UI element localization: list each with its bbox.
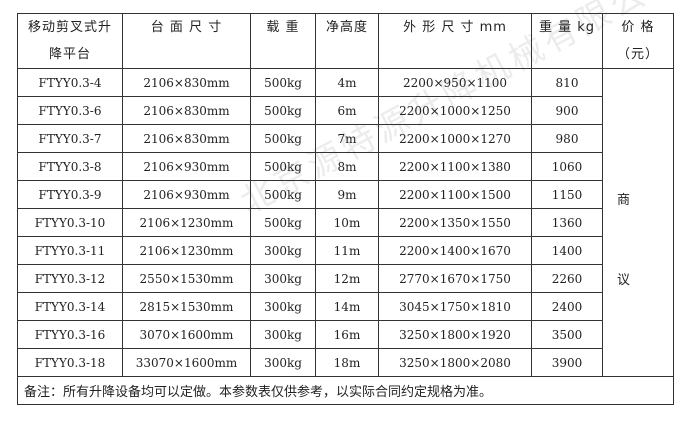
cell-size: 2200×1000×1250	[378, 96, 532, 125]
table-row: FTYY0.3-7 2106×830mm 500kg 7m 2200×1000×1270…	[17, 124, 674, 153]
cell-size: 2770×1670×1750	[378, 264, 532, 293]
cell-load: 300kg	[250, 292, 316, 321]
header-model: 移动剪叉式升 降平台	[17, 13, 123, 69]
cell-size: 2200×1100×1380	[378, 152, 532, 181]
cell-load: 500kg	[250, 208, 316, 237]
cell-platform: 3070×1600mm	[122, 320, 251, 349]
cell-platform: 2815×1530mm	[122, 292, 251, 321]
cell-height: 11m	[315, 236, 379, 265]
cell-weight: 1150	[531, 180, 603, 209]
cell-weight: 980	[531, 124, 603, 153]
note-text: 备注：所有升降设备均可以定做。本参数表仅供参考，以实际合同约定规格为准。	[17, 376, 674, 405]
header-platform: 台 面 尺 寸	[122, 13, 251, 69]
header-height: 净高度	[315, 13, 379, 69]
cell-load: 500kg	[250, 152, 316, 181]
cell-model: FTYY0.3-16	[17, 320, 123, 349]
price-char-2: 议	[617, 273, 631, 288]
header-weight: 重 量 kg	[531, 13, 603, 69]
cell-weight: 1360	[531, 208, 603, 237]
cell-weight: 2400	[531, 292, 603, 321]
note-row: 备注：所有升降设备均可以定做。本参数表仅供参考，以实际合同约定规格为准。	[17, 376, 674, 405]
table-row: FTYY0.3-6 2106×830mm 500kg 6m 2200×1000×1250…	[17, 96, 674, 125]
cell-platform: 2106×830mm	[122, 96, 251, 125]
cell-model: FTYY0.3-14	[17, 292, 123, 321]
cell-weight: 1400	[531, 236, 603, 265]
cell-size: 3045×1750×1810	[378, 292, 532, 321]
cell-load: 500kg	[250, 124, 316, 153]
cell-weight: 3900	[531, 348, 603, 377]
cell-load: 500kg	[250, 68, 316, 97]
cell-height: 8m	[315, 152, 379, 181]
table-row: FTYY0.3-4 2106×830mm 500kg 4m 2200×950×1100 8…	[17, 68, 674, 377]
cell-size: 2200×1350×1550	[378, 208, 532, 237]
header-row: 移动剪叉式升 降平台 台 面 尺 寸 载 重 净高度 外 形 尺 寸 mm 重 量…	[17, 13, 674, 69]
cell-platform: 2106×930mm	[122, 152, 251, 181]
header-load: 载 重	[250, 13, 316, 69]
spec-table: 移动剪叉式升 降平台 台 面 尺 寸 载 重 净高度 外 形 尺 寸 mm 重 量…	[17, 13, 674, 405]
table-row: FTYY0.3-9 2106×930mm 500kg 9m 2200×1100×1500…	[17, 180, 674, 209]
cell-weight: 2260	[531, 264, 603, 293]
table-row: FTYY0.3-10 2106×1230mm 500kg 10m 2200×1350×1…	[17, 208, 674, 237]
price-cell: 商议	[602, 68, 674, 377]
table-row: FTYY0.3-18 33070×1600mm 300kg 18m 3250×1800×…	[17, 348, 674, 377]
cell-load: 500kg	[250, 96, 316, 125]
cell-model: FTYY0.3-12	[17, 264, 123, 293]
cell-load: 300kg	[250, 264, 316, 293]
cell-size: 2200×1100×1500	[378, 180, 532, 209]
cell-weight: 810	[531, 68, 603, 97]
cell-height: 9m	[315, 180, 379, 209]
cell-height: 12m	[315, 264, 379, 293]
header-price: 价 格（元）	[602, 13, 674, 69]
cell-model: FTYY0.3-6	[17, 96, 123, 125]
cell-load: 300kg	[250, 320, 316, 349]
header-size: 外 形 尺 寸 mm	[378, 13, 532, 69]
cell-size: 2200×950×1100	[378, 68, 532, 97]
cell-platform: 2106×1230mm	[122, 208, 251, 237]
cell-model: FTYY0.3-11	[17, 236, 123, 265]
cell-model: FTYY0.3-4	[17, 68, 123, 97]
table-row: FTYY0.3-12 2550×1530mm 300kg 12m 2770×1670×1…	[17, 264, 674, 293]
price-char-1: 商	[617, 193, 631, 208]
table-row: FTYY0.3-11 2106×1230mm 300kg 11m 2200×1400×1…	[17, 236, 674, 265]
cell-platform: 33070×1600mm	[122, 348, 251, 377]
cell-height: 4m	[315, 68, 379, 97]
cell-weight: 900	[531, 96, 603, 125]
cell-size: 2200×1000×1270	[378, 124, 532, 153]
table-row: FTYY0.3-8 2106×930mm 500kg 8m 2200×1100×1380…	[17, 152, 674, 181]
cell-platform: 2550×1530mm	[122, 264, 251, 293]
cell-weight: 1060	[531, 152, 603, 181]
cell-model: FTYY0.3-9	[17, 180, 123, 209]
cell-height: 16m	[315, 320, 379, 349]
table-row: FTYY0.3-14 2815×1530mm 300kg 14m 3045×1750×1…	[17, 292, 674, 321]
cell-size: 3250×1800×1920	[378, 320, 532, 349]
cell-platform: 2106×1230mm	[122, 236, 251, 265]
cell-load: 500kg	[250, 180, 316, 209]
table-row: FTYY0.3-16 3070×1600mm 300kg 16m 3250×1800×1…	[17, 320, 674, 349]
cell-height: 14m	[315, 292, 379, 321]
cell-height: 7m	[315, 124, 379, 153]
cell-size: 3250×1800×2080	[378, 348, 532, 377]
cell-platform: 2106×930mm	[122, 180, 251, 209]
cell-height: 18m	[315, 348, 379, 377]
cell-height: 10m	[315, 208, 379, 237]
cell-model: FTYY0.3-8	[17, 152, 123, 181]
cell-size: 2200×1400×1670	[378, 236, 532, 265]
cell-model: FTYY0.3-18	[17, 348, 123, 377]
cell-platform: 2106×830mm	[122, 68, 251, 97]
cell-weight: 3500	[531, 320, 603, 349]
cell-load: 300kg	[250, 348, 316, 377]
cell-model: FTYY0.3-7	[17, 124, 123, 153]
cell-load: 300kg	[250, 236, 316, 265]
cell-platform: 2106×830mm	[122, 124, 251, 153]
cell-model: FTYY0.3-10	[17, 208, 123, 237]
cell-height: 6m	[315, 96, 379, 125]
